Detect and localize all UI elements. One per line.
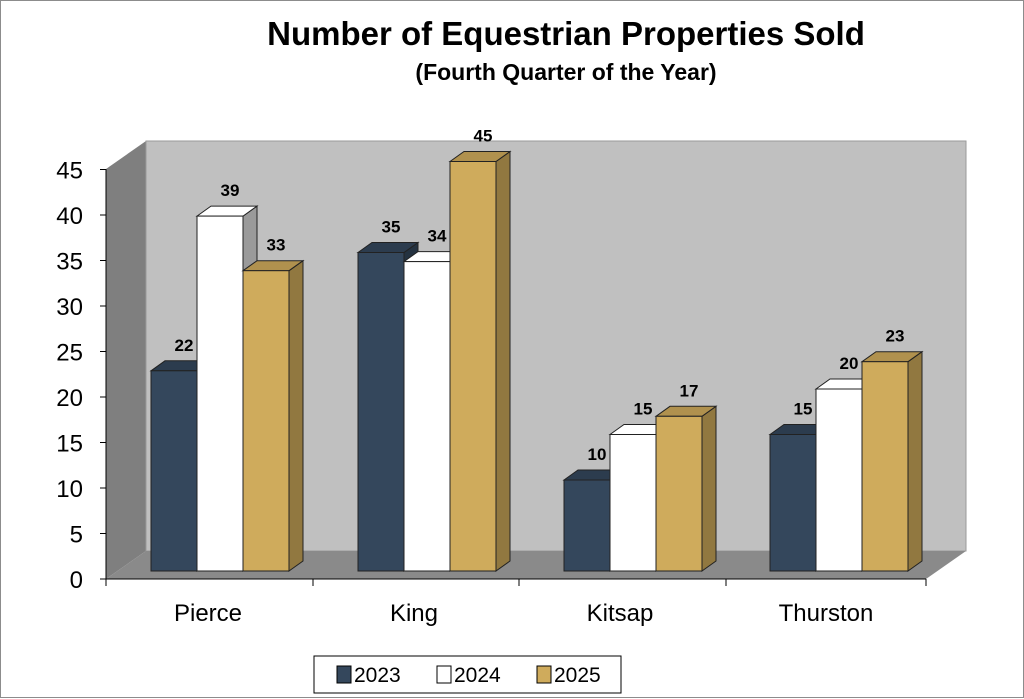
legend-label-2024: 2024 [454,664,501,687]
category-labels-group: Pierce King Kitsap Thurston [174,600,873,627]
bar-front [403,261,451,572]
data-label: 17 [680,381,699,400]
bar-front [563,479,611,572]
chart-title: Number of Equestrian Properties Sold [267,15,865,52]
bar-front [196,215,244,572]
legend-swatch-2024 [436,665,452,684]
y-tick-label: 30 [56,294,83,321]
y-tick-label: 35 [56,249,83,276]
category-label: Thurston [779,600,874,627]
bar-front [150,370,198,572]
data-label: 15 [794,400,813,419]
data-label: 22 [175,336,194,355]
y-tick-label: 40 [56,203,83,230]
data-label: 45 [474,127,493,146]
bar-front [357,252,405,572]
legend-swatch-2025 [536,665,552,684]
category-label: Pierce [174,600,242,627]
y-tick-label: 20 [56,385,83,412]
bar-king-2025 [448,150,512,572]
data-labels-group: 22 39 33 35 34 45 10 15 17 15 20 23 [175,127,905,465]
bar-side [288,259,304,572]
bar-front [242,270,290,572]
data-label: 23 [886,327,905,346]
legend-label-2025: 2025 [554,664,601,687]
chart-side-wall [106,141,146,579]
y-tick-label: 10 [56,476,83,503]
category-label: King [390,600,438,627]
bar-front [861,361,909,572]
bars-group [149,150,924,572]
data-label: 15 [634,400,653,419]
bar-pierce-2025 [241,259,305,572]
legend: 2023 2024 2025 [313,655,622,694]
data-label: 20 [840,354,859,373]
bar-side [701,405,717,572]
legend-box [313,655,622,694]
bar-side [907,350,923,572]
x-axis-ticks [105,579,927,586]
bar-kitsap-2025 [654,405,718,572]
bar-front [449,161,497,572]
y-tick-label: 15 [56,431,83,458]
bar-thurston-2025 [860,350,924,572]
data-label: 10 [588,445,607,464]
bar-front [769,434,817,572]
bar-front [609,434,657,572]
chart-subtitle: (Fourth Quarter of the Year) [415,59,716,85]
data-label: 33 [267,236,286,255]
category-label: Kitsap [587,600,654,627]
chart-floor [106,551,966,579]
legend-label-2023: 2023 [354,664,401,687]
legend-swatch-2023 [336,665,352,684]
data-label: 39 [221,181,240,200]
y-axis-ticks: 0 5 10 15 20 25 30 35 40 45 [56,158,106,594]
y-tick-label: 0 [70,567,83,594]
data-label: 35 [382,218,401,237]
y-tick-label: 5 [70,522,83,549]
bar-front [655,415,703,572]
y-tick-label: 25 [56,340,83,367]
bar-front [815,388,863,572]
y-tick-label: 45 [56,158,83,185]
data-label: 34 [428,227,447,246]
bar-side [495,150,511,572]
